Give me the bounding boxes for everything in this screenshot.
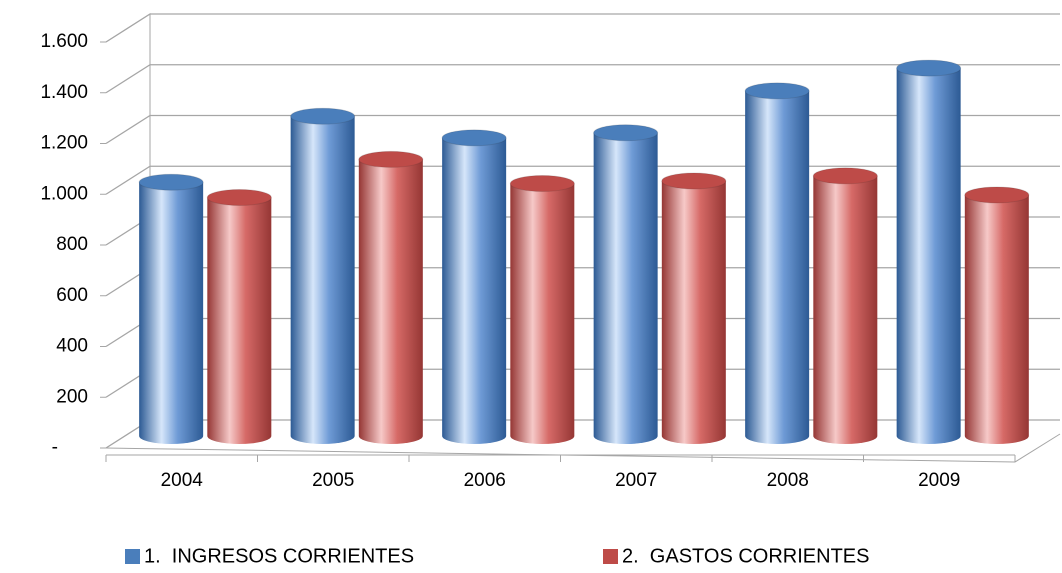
bar [358, 159, 423, 444]
x-tick-label: 2004 [161, 470, 204, 491]
bar [593, 132, 658, 445]
legend-swatch [603, 549, 618, 564]
y-tick-label: 800 [56, 234, 88, 255]
y-tick-label: 1.200 [40, 133, 88, 154]
bar-top [441, 129, 507, 147]
bar [290, 116, 355, 445]
bar-top [206, 188, 272, 206]
bar [745, 90, 810, 445]
bar-top [744, 82, 810, 100]
legend-label: 1. INGRESOS CORRIENTES [144, 545, 414, 567]
bar-top [358, 150, 424, 168]
bar [207, 197, 272, 444]
y-tick-label: 400 [56, 336, 88, 357]
x-tick-label: 2009 [918, 470, 960, 491]
x-tick-label: 2006 [464, 470, 506, 491]
bar [442, 137, 507, 444]
x-tick-label: 2008 [767, 470, 809, 491]
bar [896, 68, 961, 444]
y-tick-label: 600 [56, 285, 88, 306]
y-tick-label: 1.000 [40, 183, 88, 204]
grid-line [105, 13, 1060, 43]
bar-top [138, 173, 204, 191]
bar [510, 183, 575, 445]
bar-top [661, 172, 727, 190]
bar [139, 182, 204, 444]
bar [661, 180, 726, 444]
x-tick-label: 2005 [312, 470, 354, 491]
x-tick-label: 2007 [615, 470, 657, 491]
legend-label: 2. GASTOS CORRIENTES [622, 545, 869, 567]
y-tick-label: 1.600 [40, 31, 88, 52]
bar-top [812, 167, 878, 185]
bar-top [896, 59, 962, 77]
bar-top [509, 175, 575, 193]
y-tick-label: 1.400 [40, 82, 88, 103]
bar-top [593, 124, 659, 142]
bar-top [290, 107, 356, 125]
grid-line [105, 64, 1060, 94]
y-tick-label: - [52, 437, 58, 458]
bar [964, 194, 1029, 444]
y-tick-label: 200 [56, 386, 88, 407]
legend-swatch [125, 549, 140, 564]
bar-top [964, 186, 1030, 204]
bar [813, 175, 878, 444]
